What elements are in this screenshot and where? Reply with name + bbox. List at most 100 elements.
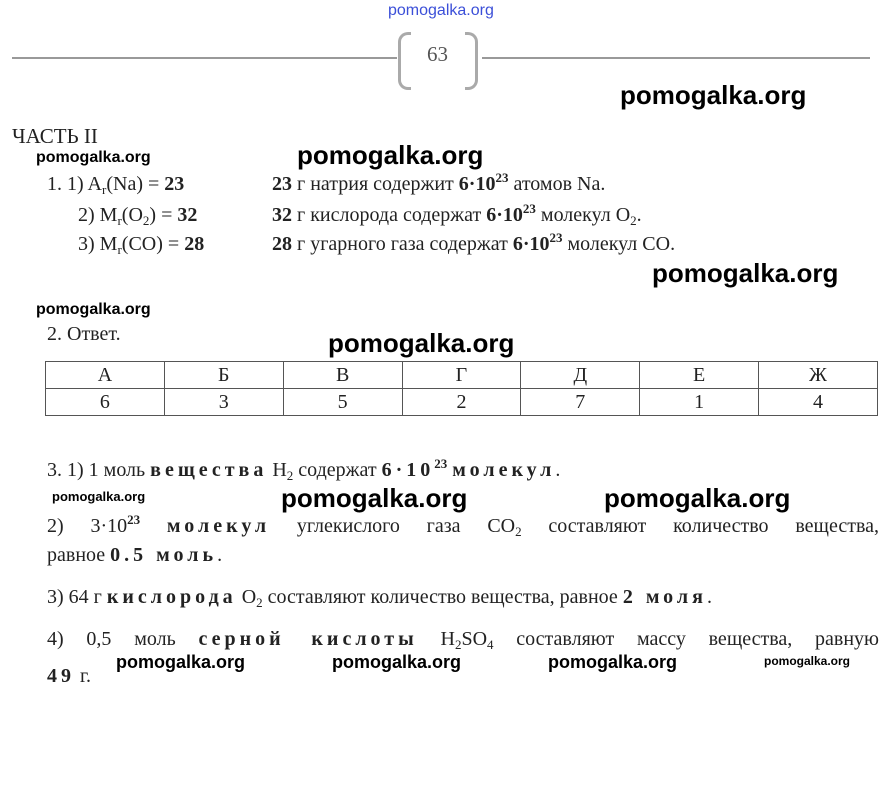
page-bracket-right: [465, 32, 478, 90]
task-2-title: 2. Ответ.: [47, 323, 121, 345]
table-value-cell: 3: [163, 388, 284, 416]
text-segment: 3) 64 г: [47, 586, 107, 608]
text-segment: H: [417, 628, 455, 650]
watermark: pomogalka.org: [297, 140, 484, 170]
text-segment: 6·10: [512, 233, 550, 255]
text-segment: .: [636, 204, 642, 226]
text-segment: .: [217, 544, 223, 566]
text-segment: 2: [454, 637, 462, 652]
text-segment: (O: [121, 204, 143, 226]
text-segment: атомов Na.: [508, 173, 606, 195]
table-header-cell: В: [282, 361, 403, 389]
watermark: pomogalka.org: [328, 328, 515, 358]
text-segment: 4: [487, 637, 494, 652]
text-segment: 2) M: [78, 204, 118, 226]
text-segment: углекислого газа CO: [270, 515, 516, 537]
text-segment: 2: [630, 213, 637, 228]
text-segment: составляют количество вещества,: [521, 515, 879, 537]
text-segment: равное: [47, 544, 111, 566]
text-segment: 6·10: [458, 173, 496, 195]
text-segment: г кислорода содержат: [292, 204, 487, 226]
text-segment: SO: [461, 628, 488, 650]
text-segment: 3. 1) 1 моль: [47, 459, 151, 481]
table-value-cell: 2: [401, 388, 522, 416]
header-rule-left: [12, 57, 397, 59]
text-segment: 0.5 моль: [110, 544, 218, 566]
watermark: pomogalka.org: [116, 652, 246, 672]
text-segment: r: [117, 242, 122, 257]
watermark: pomogalka.org: [36, 149, 151, 166]
formula-mass: 1. 1) Ar(Na) = 23: [47, 172, 184, 196]
text-segment: 2: [142, 213, 150, 228]
answer-line: 3) 64 г кислорода O2 составляют количест…: [47, 585, 712, 609]
text-segment: 32: [177, 204, 198, 226]
table-header-cell: Г: [401, 361, 522, 389]
watermark: pomogalka.org: [620, 80, 807, 110]
text-segment: r: [117, 213, 122, 228]
answer-line: 49 г.: [47, 664, 91, 688]
text-segment: содержат: [293, 459, 382, 481]
text-segment: 3) M: [78, 233, 118, 255]
text-segment: 49: [47, 665, 75, 687]
text-segment: г натрия содержит: [292, 173, 459, 195]
text-segment: молекул CO.: [562, 233, 676, 255]
section-title: ЧАСТЬ II: [12, 124, 98, 148]
text-segment: вещества: [150, 459, 268, 481]
text-segment: 23: [522, 201, 536, 216]
text-segment: r: [102, 182, 107, 197]
text-segment: 23: [272, 173, 292, 195]
text-segment: молекул O: [535, 204, 631, 226]
text-segment: O: [236, 586, 257, 608]
header-rule-right: [482, 57, 870, 59]
text-segment: серной кислоты: [198, 628, 418, 650]
table-header-cell: Е: [639, 361, 760, 389]
text-segment: 28: [184, 233, 205, 255]
text-segment: 23: [495, 170, 509, 185]
text-segment: г.: [75, 665, 91, 687]
table-value-cell: 6: [45, 388, 165, 416]
table-header-cell: А: [45, 361, 165, 389]
table-header-cell: Д: [520, 361, 641, 389]
table-header-cell: Ж: [758, 361, 878, 389]
text-segment: (CO) =: [121, 233, 185, 255]
formula-mass: 2) Mr(O2) = 32: [78, 203, 197, 227]
text-segment: 23: [434, 456, 448, 471]
table-header-cell: Б: [163, 361, 284, 389]
text-segment: 32: [272, 204, 292, 226]
text-segment: [140, 515, 167, 537]
top-watermark: pomogalka.org: [388, 2, 494, 19]
watermark: pomogalka.org: [332, 652, 462, 672]
table-value-cell: 1: [639, 388, 760, 416]
watermark: pomogalka.org: [52, 489, 146, 504]
text-segment: .: [706, 586, 712, 608]
text-segment: ) =: [149, 204, 178, 226]
watermark: pomogalka.org: [36, 301, 151, 318]
answer-line: 2) 3·1023 молекул углекислого газа CO2 с…: [47, 512, 879, 539]
text-segment: 2: [515, 524, 522, 539]
watermark: pomogalka.org: [764, 654, 851, 668]
text-segment: 6·10: [381, 459, 435, 481]
text-segment: молекул: [452, 459, 556, 481]
text-segment: 2: [286, 468, 294, 483]
text-segment: (Na) =: [106, 173, 165, 195]
text-segment: 6·10: [486, 204, 523, 226]
text-segment: 4) 0,5 моль: [47, 628, 199, 650]
table-value-cell: 5: [282, 388, 403, 416]
watermark: pomogalka.org: [281, 483, 468, 513]
text-segment: молекул: [166, 515, 271, 537]
text-segment: H: [267, 459, 287, 481]
text-segment: .: [555, 459, 561, 481]
text-segment: 23: [549, 230, 563, 245]
statement: 32 г кислорода содержат 6·1023 молекул O…: [272, 201, 642, 228]
answer-line: 3. 1) 1 моль вещества H2 содержат 6·1023…: [47, 456, 561, 483]
text-segment: 23: [127, 512, 141, 527]
text-segment: 2: [256, 595, 263, 610]
text-segment: 2) 3·10: [47, 515, 128, 537]
table-value-cell: 4: [758, 388, 878, 416]
page-number: 63: [427, 42, 448, 66]
text-segment: составляют массу вещества, равную: [493, 628, 879, 650]
statement: 23 г натрия содержит 6·1023 атомов Na.: [272, 170, 606, 196]
